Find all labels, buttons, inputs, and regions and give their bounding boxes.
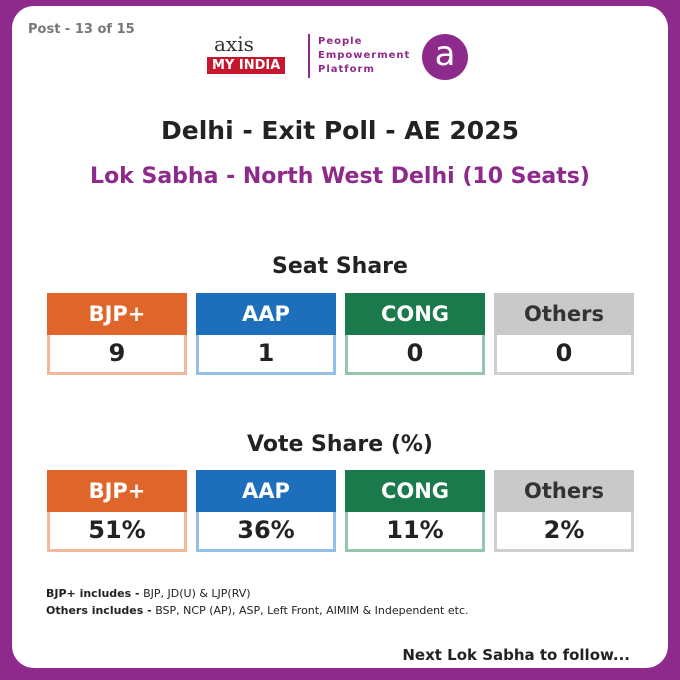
logo-icon: a (422, 34, 468, 80)
logo-badge: MY INDIA (207, 57, 286, 74)
party-label: BJP+ (47, 293, 187, 335)
section-heading: Seat Share (272, 254, 408, 279)
share-box: BJP+ 9 (47, 293, 187, 375)
card: Post - 13 of 15 axis MY INDIA People Emp… (12, 6, 668, 668)
party-label: AAP (196, 470, 336, 512)
share-box: Others 2% (494, 470, 634, 552)
share-value: 36% (196, 512, 336, 552)
note-text: BSP, NCP (AP), ASP, Left Front, AIMIM & … (155, 604, 469, 617)
share-value: 51% (47, 512, 187, 552)
share-value: 2% (494, 512, 634, 552)
party-label: CONG (345, 293, 485, 335)
share-box: BJP+ 51% (47, 470, 187, 552)
title: Delhi - Exit Poll - AE 2025 (161, 116, 519, 145)
separator (308, 34, 310, 78)
note: BJP+ includes - BJP, JD(U) & LJP(RV) (46, 587, 251, 600)
share-value: 9 (47, 335, 187, 375)
note-label: Others includes - (46, 604, 152, 617)
party-label: BJP+ (47, 470, 187, 512)
share-value: 11% (345, 512, 485, 552)
share-box: AAP 1 (196, 293, 336, 375)
share-value: 0 (494, 335, 634, 375)
note: Others includes - BSP, NCP (AP), ASP, Le… (46, 604, 469, 617)
share-value: 0 (345, 335, 485, 375)
share-box: Others 0 (494, 293, 634, 375)
share-box: CONG 11% (345, 470, 485, 552)
post-label: Post - 13 of 15 (28, 22, 135, 37)
logo-text: axis (214, 32, 254, 56)
party-label: AAP (196, 293, 336, 335)
party-label: CONG (345, 470, 485, 512)
tagline-line: Platform (318, 64, 375, 75)
share-box: AAP 36% (196, 470, 336, 552)
share-box: CONG 0 (345, 293, 485, 375)
subtitle: Lok Sabha - North West Delhi (10 Seats) (90, 164, 590, 189)
party-label: Others (494, 470, 634, 512)
tagline-line: Empowerment (318, 50, 411, 61)
party-label: Others (494, 293, 634, 335)
tagline: People Empowerment Platform (318, 35, 410, 77)
note-text: BJP, JD(U) & LJP(RV) (143, 587, 251, 600)
share-value: 1 (196, 335, 336, 375)
note-label: BJP+ includes - (46, 587, 140, 600)
tagline-line: People (318, 36, 363, 47)
footer: Next Lok Sabha to follow... (402, 646, 630, 664)
section-heading: Vote Share (%) (247, 432, 433, 457)
